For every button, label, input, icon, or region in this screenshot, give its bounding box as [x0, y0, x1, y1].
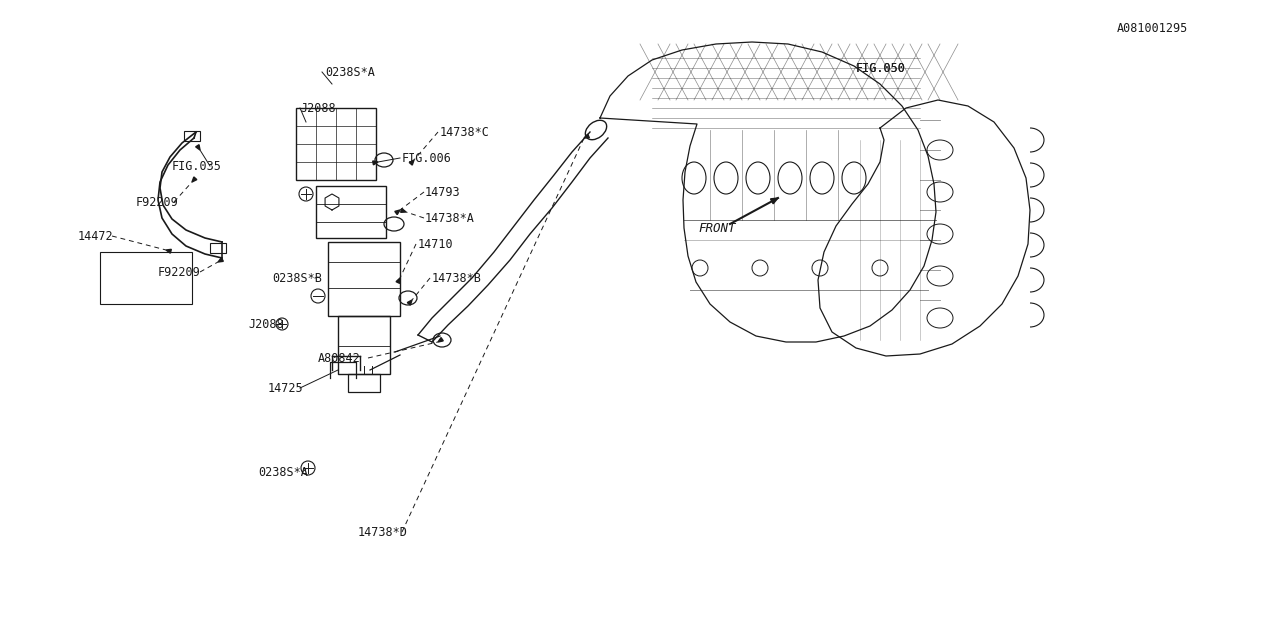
- Bar: [184, 131, 200, 141]
- Text: J2088: J2088: [300, 102, 335, 115]
- Text: F92209: F92209: [157, 266, 201, 278]
- Text: FRONT: FRONT: [698, 221, 736, 234]
- Text: 0238S*A: 0238S*A: [325, 65, 375, 79]
- Polygon shape: [438, 337, 443, 342]
- Bar: [328, 242, 399, 316]
- Text: 0238S*A: 0238S*A: [259, 465, 308, 479]
- Polygon shape: [410, 160, 413, 165]
- Polygon shape: [192, 177, 197, 182]
- Text: A80842: A80842: [317, 351, 361, 365]
- Text: F92209: F92209: [136, 195, 179, 209]
- Text: 14738*A: 14738*A: [425, 211, 475, 225]
- Polygon shape: [218, 258, 223, 262]
- Bar: [296, 108, 376, 180]
- Polygon shape: [407, 300, 412, 305]
- Bar: [100, 252, 192, 304]
- Bar: [316, 186, 387, 238]
- Text: A081001295: A081001295: [1116, 22, 1188, 35]
- Polygon shape: [394, 210, 399, 214]
- Text: J2088: J2088: [248, 317, 284, 330]
- Bar: [338, 316, 390, 374]
- Bar: [348, 374, 380, 392]
- Text: 14725: 14725: [268, 381, 303, 394]
- Polygon shape: [401, 209, 406, 212]
- Polygon shape: [196, 145, 200, 150]
- Polygon shape: [372, 161, 378, 165]
- Text: 14738*C: 14738*C: [440, 125, 490, 138]
- Text: FIG.006: FIG.006: [402, 152, 452, 164]
- Polygon shape: [396, 278, 399, 284]
- Polygon shape: [771, 198, 778, 204]
- Text: 14710: 14710: [419, 237, 453, 250]
- Polygon shape: [584, 134, 589, 138]
- Text: 14738*B: 14738*B: [433, 271, 481, 285]
- Text: 0238S*B: 0238S*B: [273, 271, 321, 285]
- Text: 14793: 14793: [425, 186, 461, 198]
- Text: FIG.035: FIG.035: [172, 159, 221, 173]
- Polygon shape: [166, 250, 172, 253]
- Text: 14472: 14472: [78, 230, 114, 243]
- Bar: [210, 243, 227, 253]
- Text: FIG.050: FIG.050: [856, 61, 906, 74]
- Text: 14738*D: 14738*D: [358, 525, 408, 538]
- Text: FIG.050: FIG.050: [856, 61, 906, 74]
